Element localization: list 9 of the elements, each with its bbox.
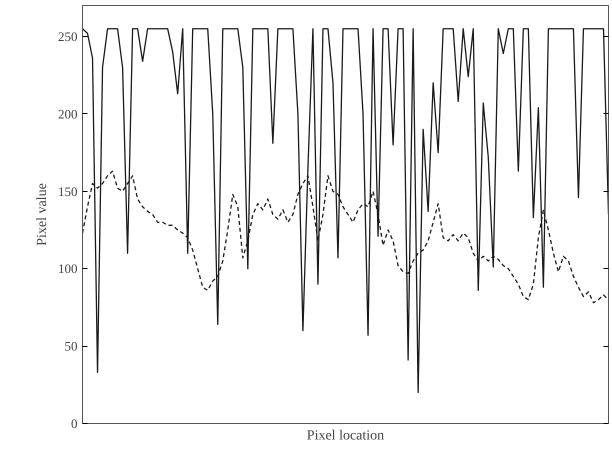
y-tick-label: 250 xyxy=(58,28,78,44)
y-tick-label: 150 xyxy=(58,184,78,199)
y-axis-title: Pixel value xyxy=(35,183,50,246)
x-axis-title: Pixel location xyxy=(306,428,384,444)
y-tick-label: 0 xyxy=(71,416,78,431)
y-tick-label: 50 xyxy=(64,338,78,354)
y-tick-label: 100 xyxy=(58,261,78,276)
line-series xyxy=(82,28,608,394)
y-tick-label: 200 xyxy=(58,106,78,122)
